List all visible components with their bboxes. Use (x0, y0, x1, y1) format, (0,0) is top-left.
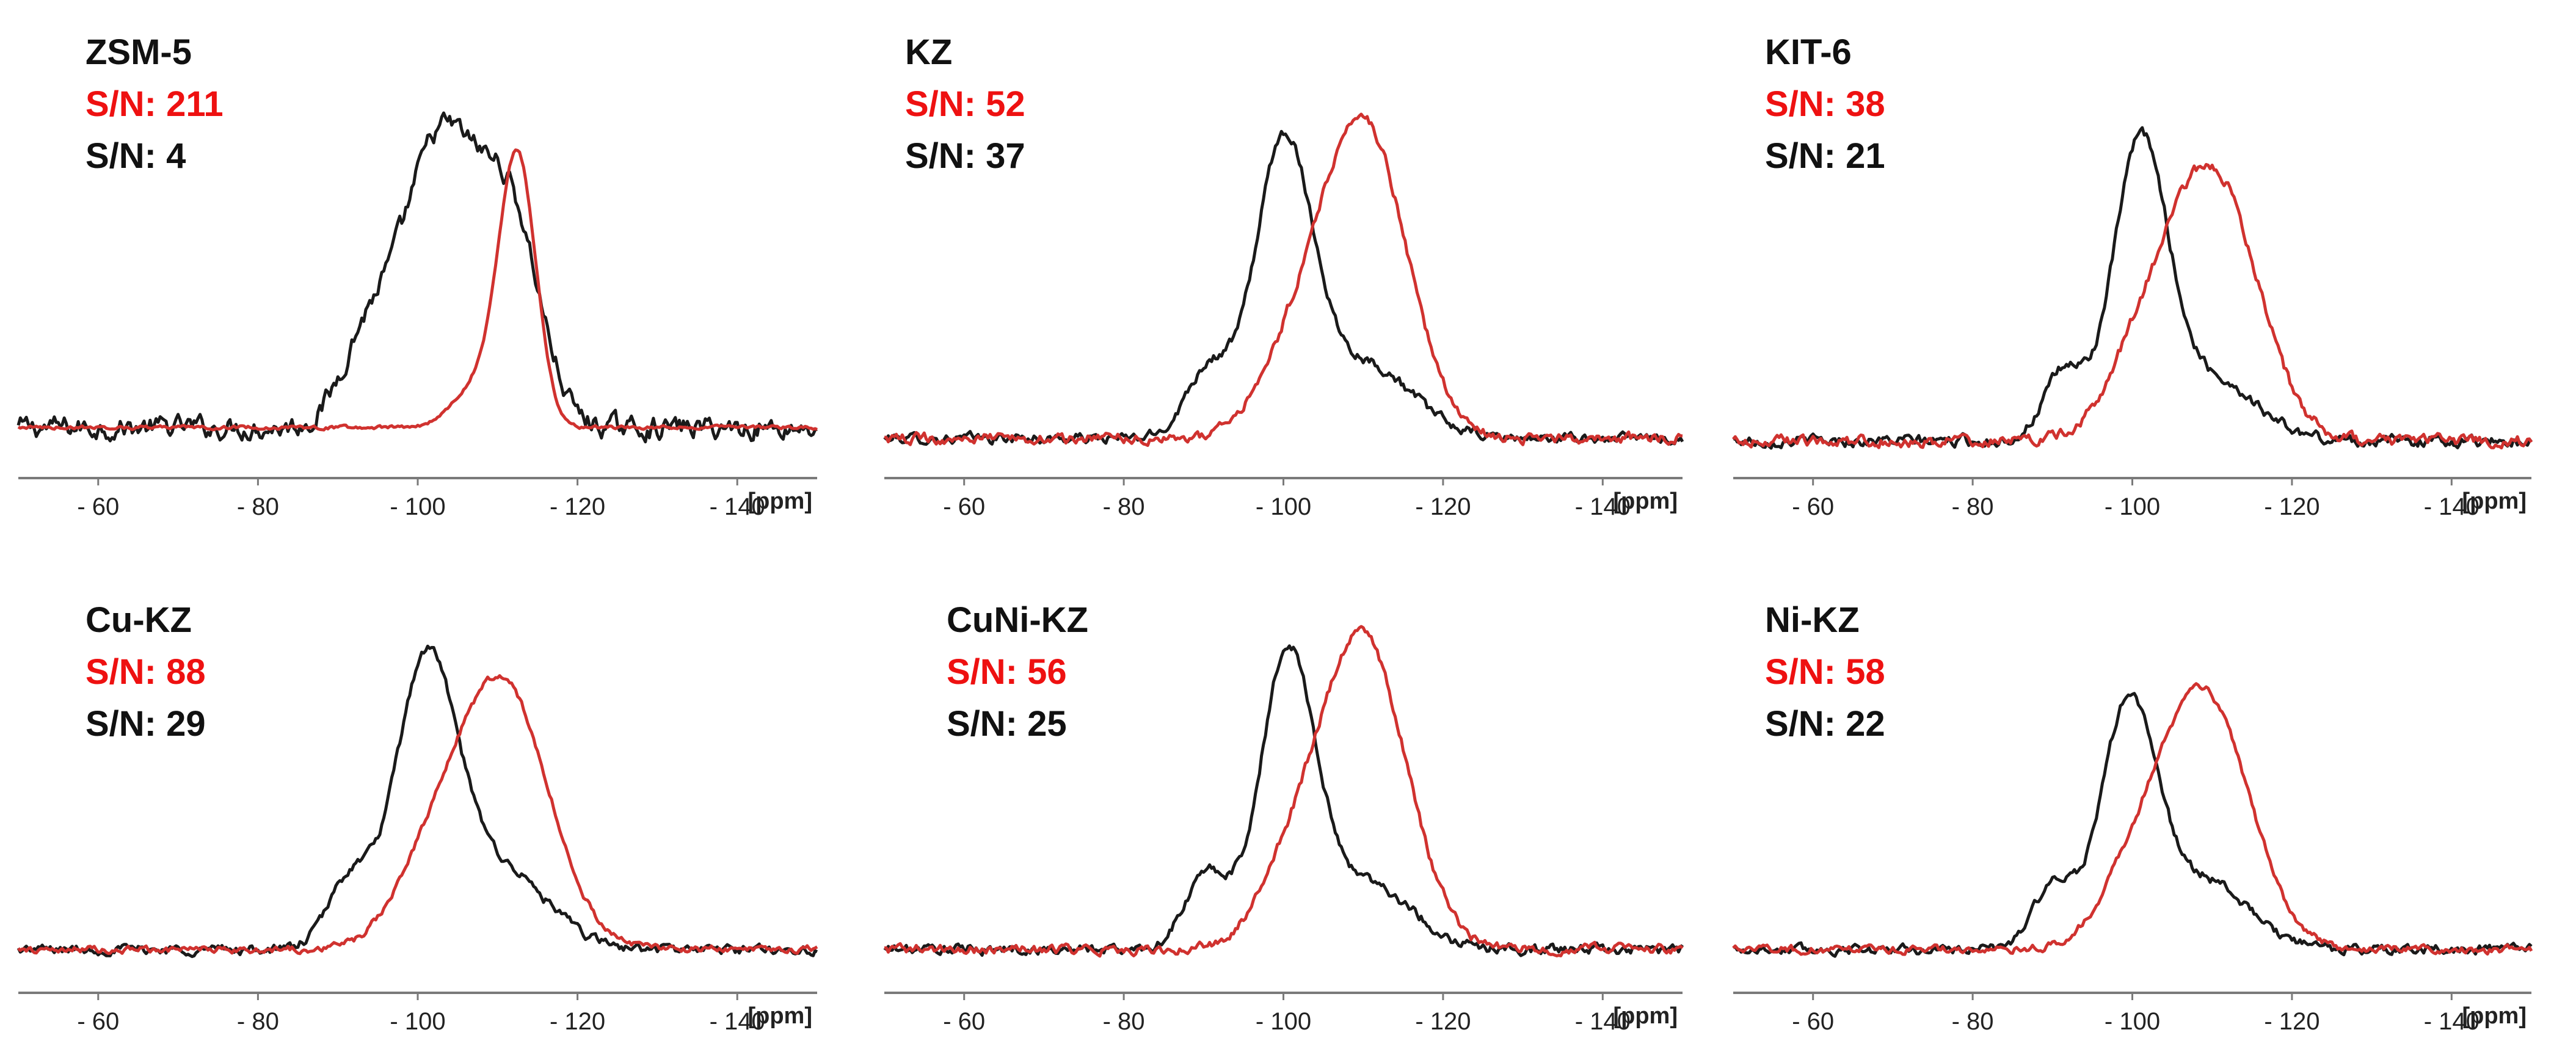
x-axis-unit-label: [ppm] (2462, 488, 2527, 514)
x-tick-label: - 60 (1792, 1008, 1834, 1035)
panel-title: CuNi-KZ (947, 600, 1088, 640)
sn-black-label: S/N: 37 (905, 136, 1025, 176)
x-tick-label: - 80 (237, 493, 279, 520)
panel-title: Cu-KZ (86, 600, 192, 640)
x-tick-label: - 120 (1415, 1008, 1471, 1035)
series-line-red (1732, 682, 2533, 956)
x-tick-label: - 140 (710, 1008, 765, 1035)
x-tick-label: - 140 (1575, 493, 1631, 520)
x-axis-unit-label: [ppm] (2462, 1003, 2527, 1029)
panel-title: KZ (905, 32, 952, 72)
sn-red-label: S/N: 38 (1765, 84, 1885, 124)
x-tick-label: - 100 (2105, 493, 2160, 520)
series-line-black (883, 644, 1684, 957)
sn-black-label: S/N: 4 (86, 136, 186, 176)
x-axis-unit-label: [ppm] (1613, 1003, 1678, 1029)
x-tick-label: - 100 (1256, 1008, 1311, 1035)
x-tick-label: - 80 (1952, 1008, 1994, 1035)
x-axis-unit-label: [ppm] (1613, 488, 1678, 514)
chart-panel-ni-kz: - 60 - 80 - 100 - 120 - 140[ppm] Ni-KZ S/N: 58… (1732, 600, 2533, 1035)
x-tick-label: - 100 (390, 493, 445, 520)
x-tick-label: - 140 (710, 493, 765, 520)
x-tick-label: - 80 (1103, 1008, 1145, 1035)
series-line-black (883, 129, 1684, 446)
sn-red-label: S/N: 58 (1765, 652, 1885, 692)
x-tick-label: - 140 (2424, 493, 2480, 520)
panel-title: Ni-KZ (1765, 600, 1860, 640)
x-tick-label: - 120 (2264, 493, 2319, 520)
sn-red-label: S/N: 56 (947, 652, 1067, 692)
x-axis-unit-label: [ppm] (748, 488, 812, 514)
x-tick-label: - 60 (943, 493, 985, 520)
x-axis-unit-label: [ppm] (748, 1003, 812, 1029)
sn-black-label: S/N: 29 (86, 704, 206, 744)
chart-panel-cuni-kz: - 60 - 80 - 100 - 120 - 140[ppm] CuNi-KZ S/N: … (883, 600, 1684, 1035)
x-tick-label: - 60 (77, 493, 119, 520)
sn-black-label: S/N: 22 (1765, 704, 1885, 744)
series-line-red (17, 674, 818, 956)
x-tick-label: - 80 (1103, 493, 1145, 520)
x-tick-label: - 60 (77, 1008, 119, 1035)
series-line-red (17, 148, 818, 432)
chart-panel-kit-6: - 60 - 80 - 100 - 120 - 140[ppm] KIT-6 S/N: 38… (1732, 32, 2533, 520)
sn-red-label: S/N: 211 (86, 84, 224, 124)
panel-title: ZSM-5 (86, 32, 192, 72)
sn-red-label: S/N: 52 (905, 84, 1025, 124)
x-tick-label: - 80 (1952, 493, 1994, 520)
x-tick-label: - 140 (2424, 1008, 2480, 1035)
x-tick-label: - 140 (1575, 1008, 1631, 1035)
sn-black-label: S/N: 25 (947, 704, 1067, 744)
sn-red-label: S/N: 88 (86, 652, 206, 692)
x-tick-label: - 120 (1415, 493, 1471, 520)
series-line-red (1732, 162, 2533, 449)
x-tick-label: - 100 (2105, 1008, 2160, 1035)
x-tick-label: - 120 (2264, 1008, 2319, 1035)
series-line-red (884, 625, 1684, 958)
series-line-black (16, 111, 818, 444)
sn-black-label: S/N: 21 (1765, 136, 1885, 176)
panel-title: KIT-6 (1765, 32, 1852, 72)
series-line-black (16, 644, 818, 959)
series-line-red (884, 112, 1683, 447)
chart-panel-kz: - 60 - 80 - 100 - 120 - 140[ppm] KZ S/N: 52 S/N… (883, 32, 1684, 520)
x-tick-label: - 60 (943, 1008, 985, 1035)
chart-panel-cu-kz: - 60 - 80 - 100 - 120 - 140[ppm] Cu-KZ S/N: 88… (16, 600, 818, 1035)
x-tick-label: - 100 (390, 1008, 445, 1035)
x-tick-label: - 80 (237, 1008, 279, 1035)
x-tick-label: - 120 (550, 1008, 605, 1035)
x-tick-label: - 100 (1256, 493, 1311, 520)
chart-panel-zsm-5: - 60 - 80 - 100 - 120 - 140[ppm] ZSM-5 S/N: 21… (16, 32, 818, 520)
x-tick-label: - 120 (550, 493, 605, 520)
x-tick-label: - 60 (1792, 493, 1834, 520)
